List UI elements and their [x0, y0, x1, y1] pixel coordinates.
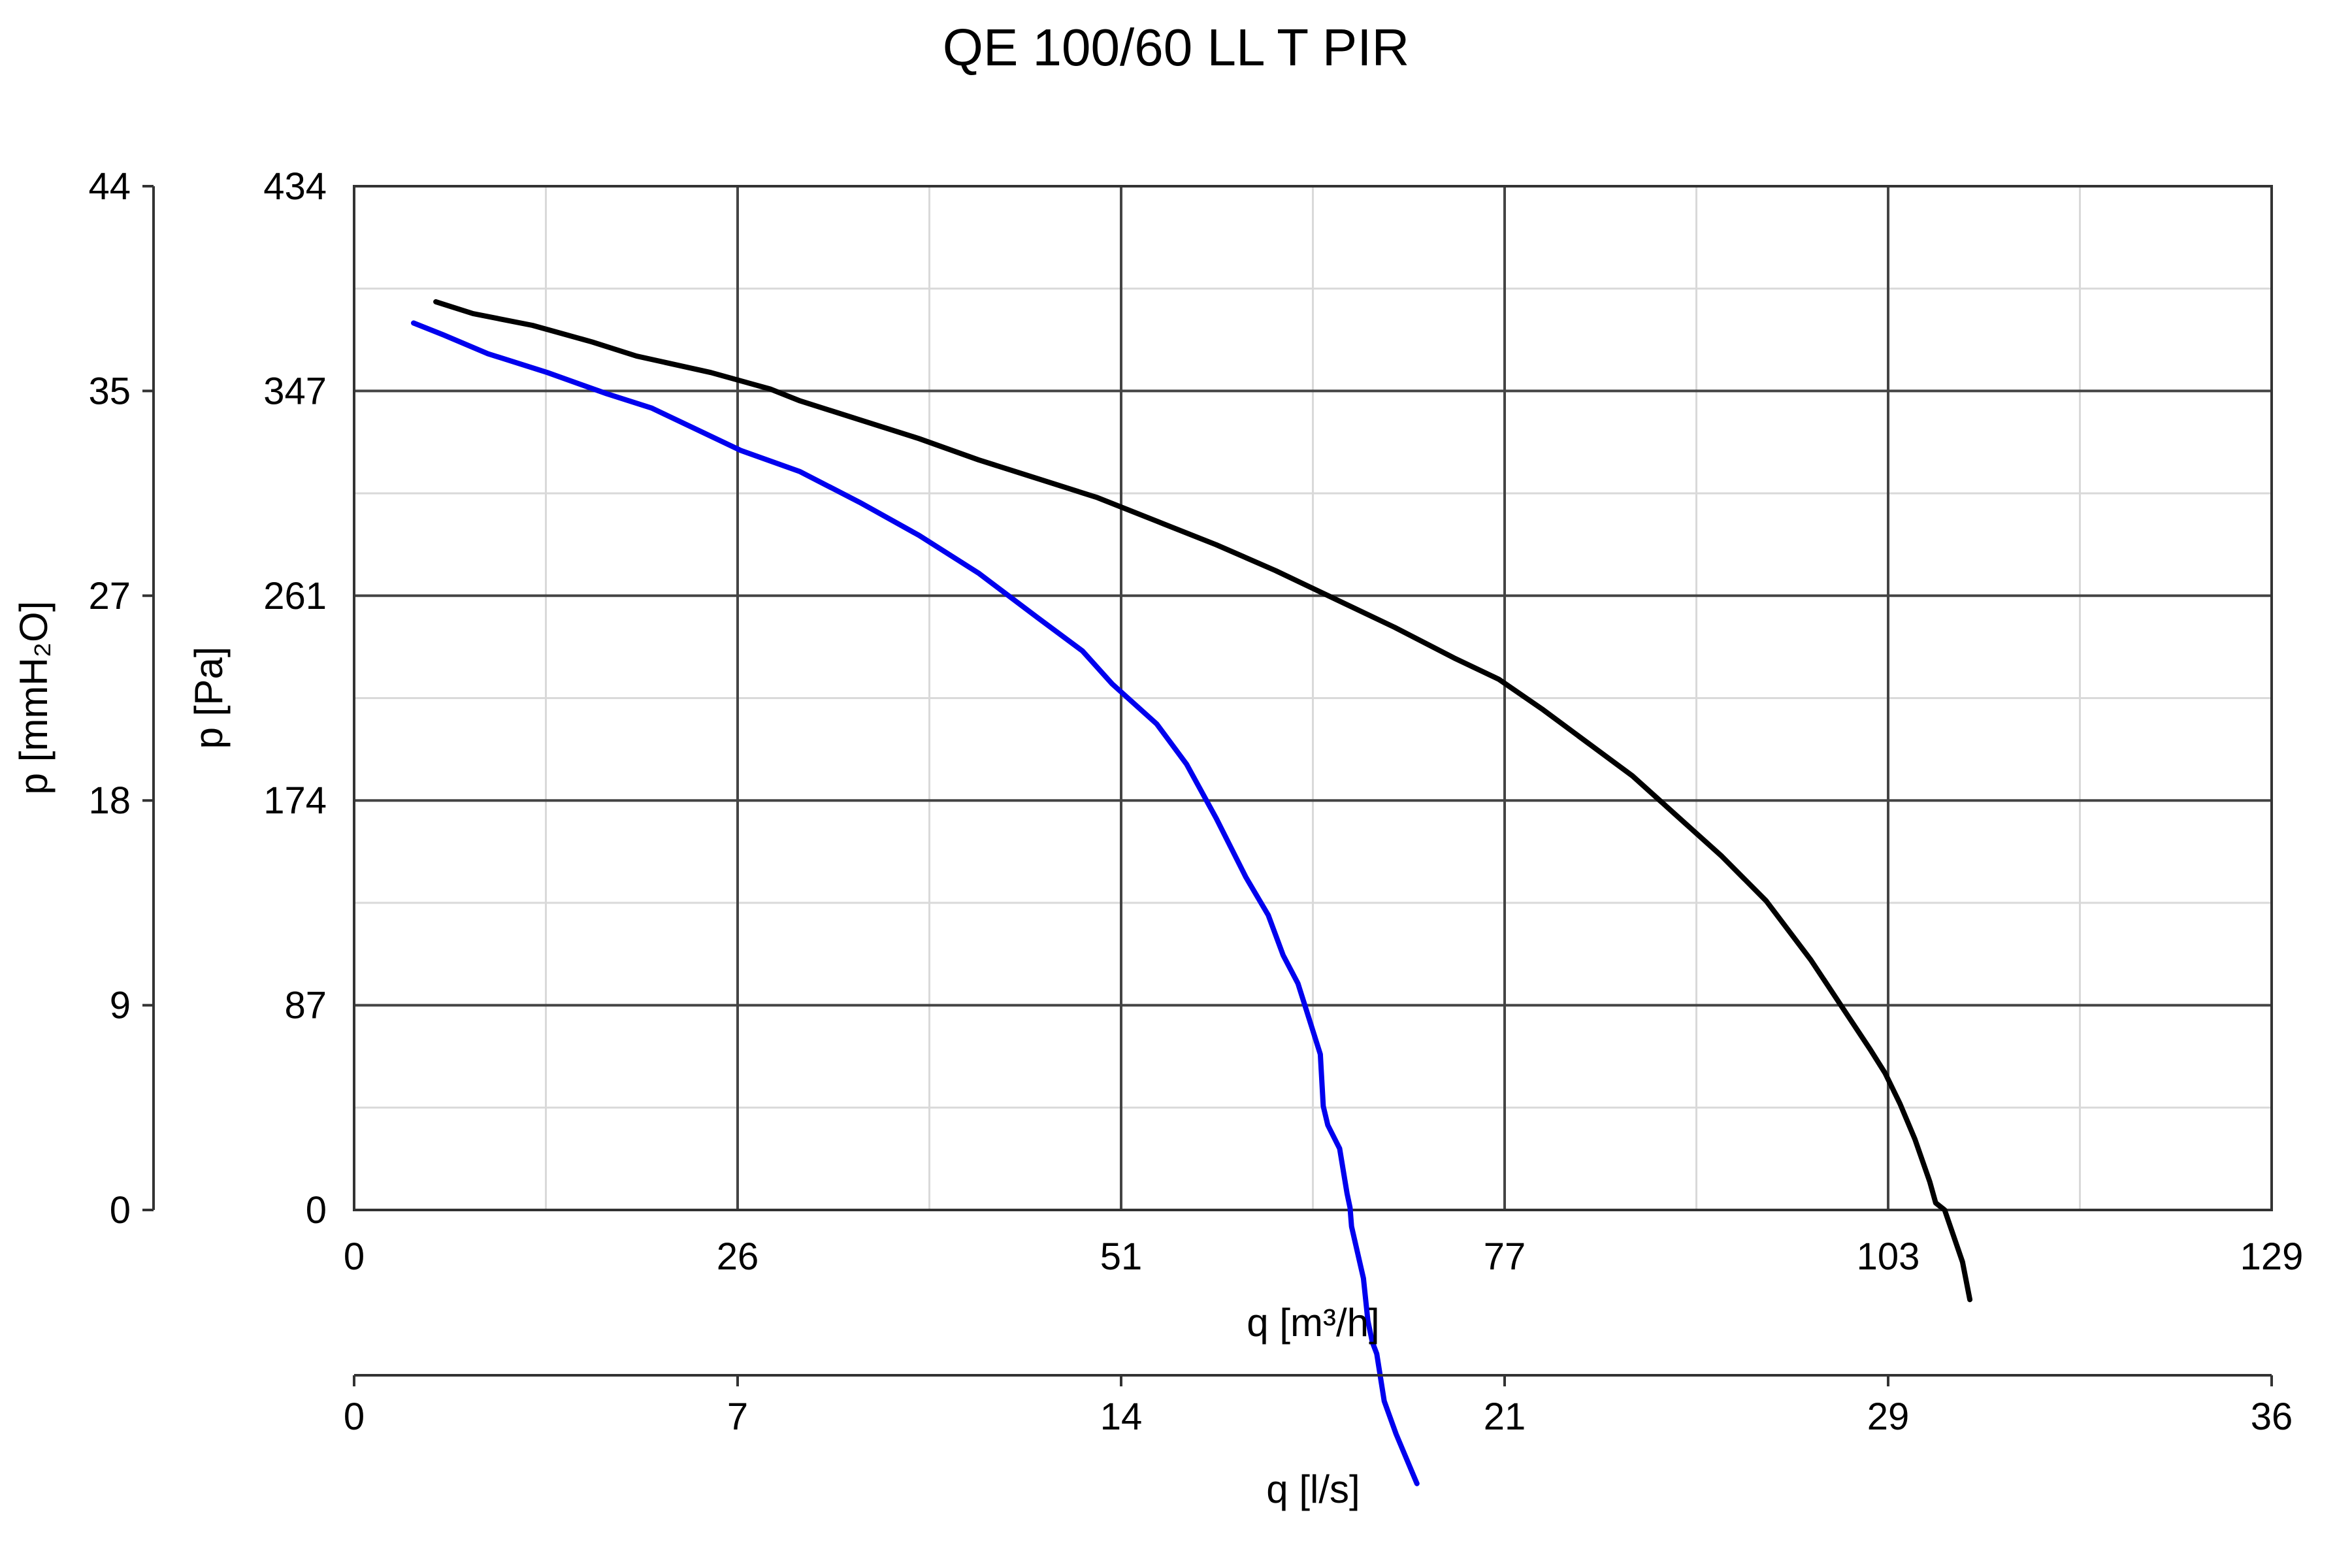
x-tick-label: 0	[344, 1235, 365, 1278]
y-tick-label: 347	[263, 370, 327, 412]
x-tick-label: 26	[717, 1235, 759, 1278]
y-tick-label: 434	[263, 165, 327, 208]
x-tick-label: 129	[2240, 1235, 2304, 1278]
secondary-y-tick-label: 18	[88, 779, 131, 822]
secondary-y-tick-label: 44	[88, 165, 131, 208]
secondary-y-tick-label: 9	[110, 985, 131, 1027]
x-axis-title: q [m³/h]	[1247, 1301, 1379, 1345]
secondary-y-tick-label: 27	[88, 575, 131, 617]
primary-x-axis: 0 26 51 77 103 129	[344, 1235, 2304, 1278]
secondary-y-axis-title: p [mmH₂O]	[12, 601, 56, 795]
major-grid	[354, 186, 2272, 1210]
chart-title: QE 100/60 LL T PIR	[943, 18, 1410, 76]
secondary-x-tick-label: 7	[727, 1396, 748, 1438]
x-tick-label: 103	[1857, 1235, 1920, 1278]
series-layer	[411, 299, 1973, 1486]
y-tick-label: 174	[263, 779, 327, 822]
secondary-x-tick-label: 14	[1100, 1396, 1143, 1438]
secondary-x-axis: 0 7 14 21 29 36	[344, 1374, 2293, 1438]
y-tick-label: 261	[263, 575, 327, 617]
secondary-x-axis-title: q [l/s]	[1266, 1467, 1360, 1511]
series-line-2	[411, 320, 1420, 1486]
y-axis-title: p [Pa]	[187, 647, 231, 749]
secondary-x-tick-label: 29	[1867, 1396, 1910, 1438]
x-tick-label: 77	[1484, 1235, 1526, 1278]
secondary-x-tick-label: 0	[344, 1396, 365, 1438]
secondary-x-tick-label: 21	[1484, 1396, 1526, 1438]
y-tick-label: 0	[306, 1189, 327, 1232]
plot-frame	[353, 185, 2273, 1211]
minor-grid	[354, 186, 2272, 1210]
secondary-x-tick-label: 36	[2251, 1396, 2293, 1438]
y-tick-label: 87	[284, 985, 327, 1027]
series-line-1	[433, 299, 1973, 1303]
secondary-y-axis: 0 9 18 27 35 44	[88, 165, 155, 1232]
secondary-y-tick-label: 0	[110, 1189, 131, 1232]
x-tick-label: 51	[1100, 1235, 1143, 1278]
secondary-y-tick-label: 35	[88, 370, 131, 412]
primary-y-axis: 0 87 174 261 347 434	[263, 165, 327, 1232]
